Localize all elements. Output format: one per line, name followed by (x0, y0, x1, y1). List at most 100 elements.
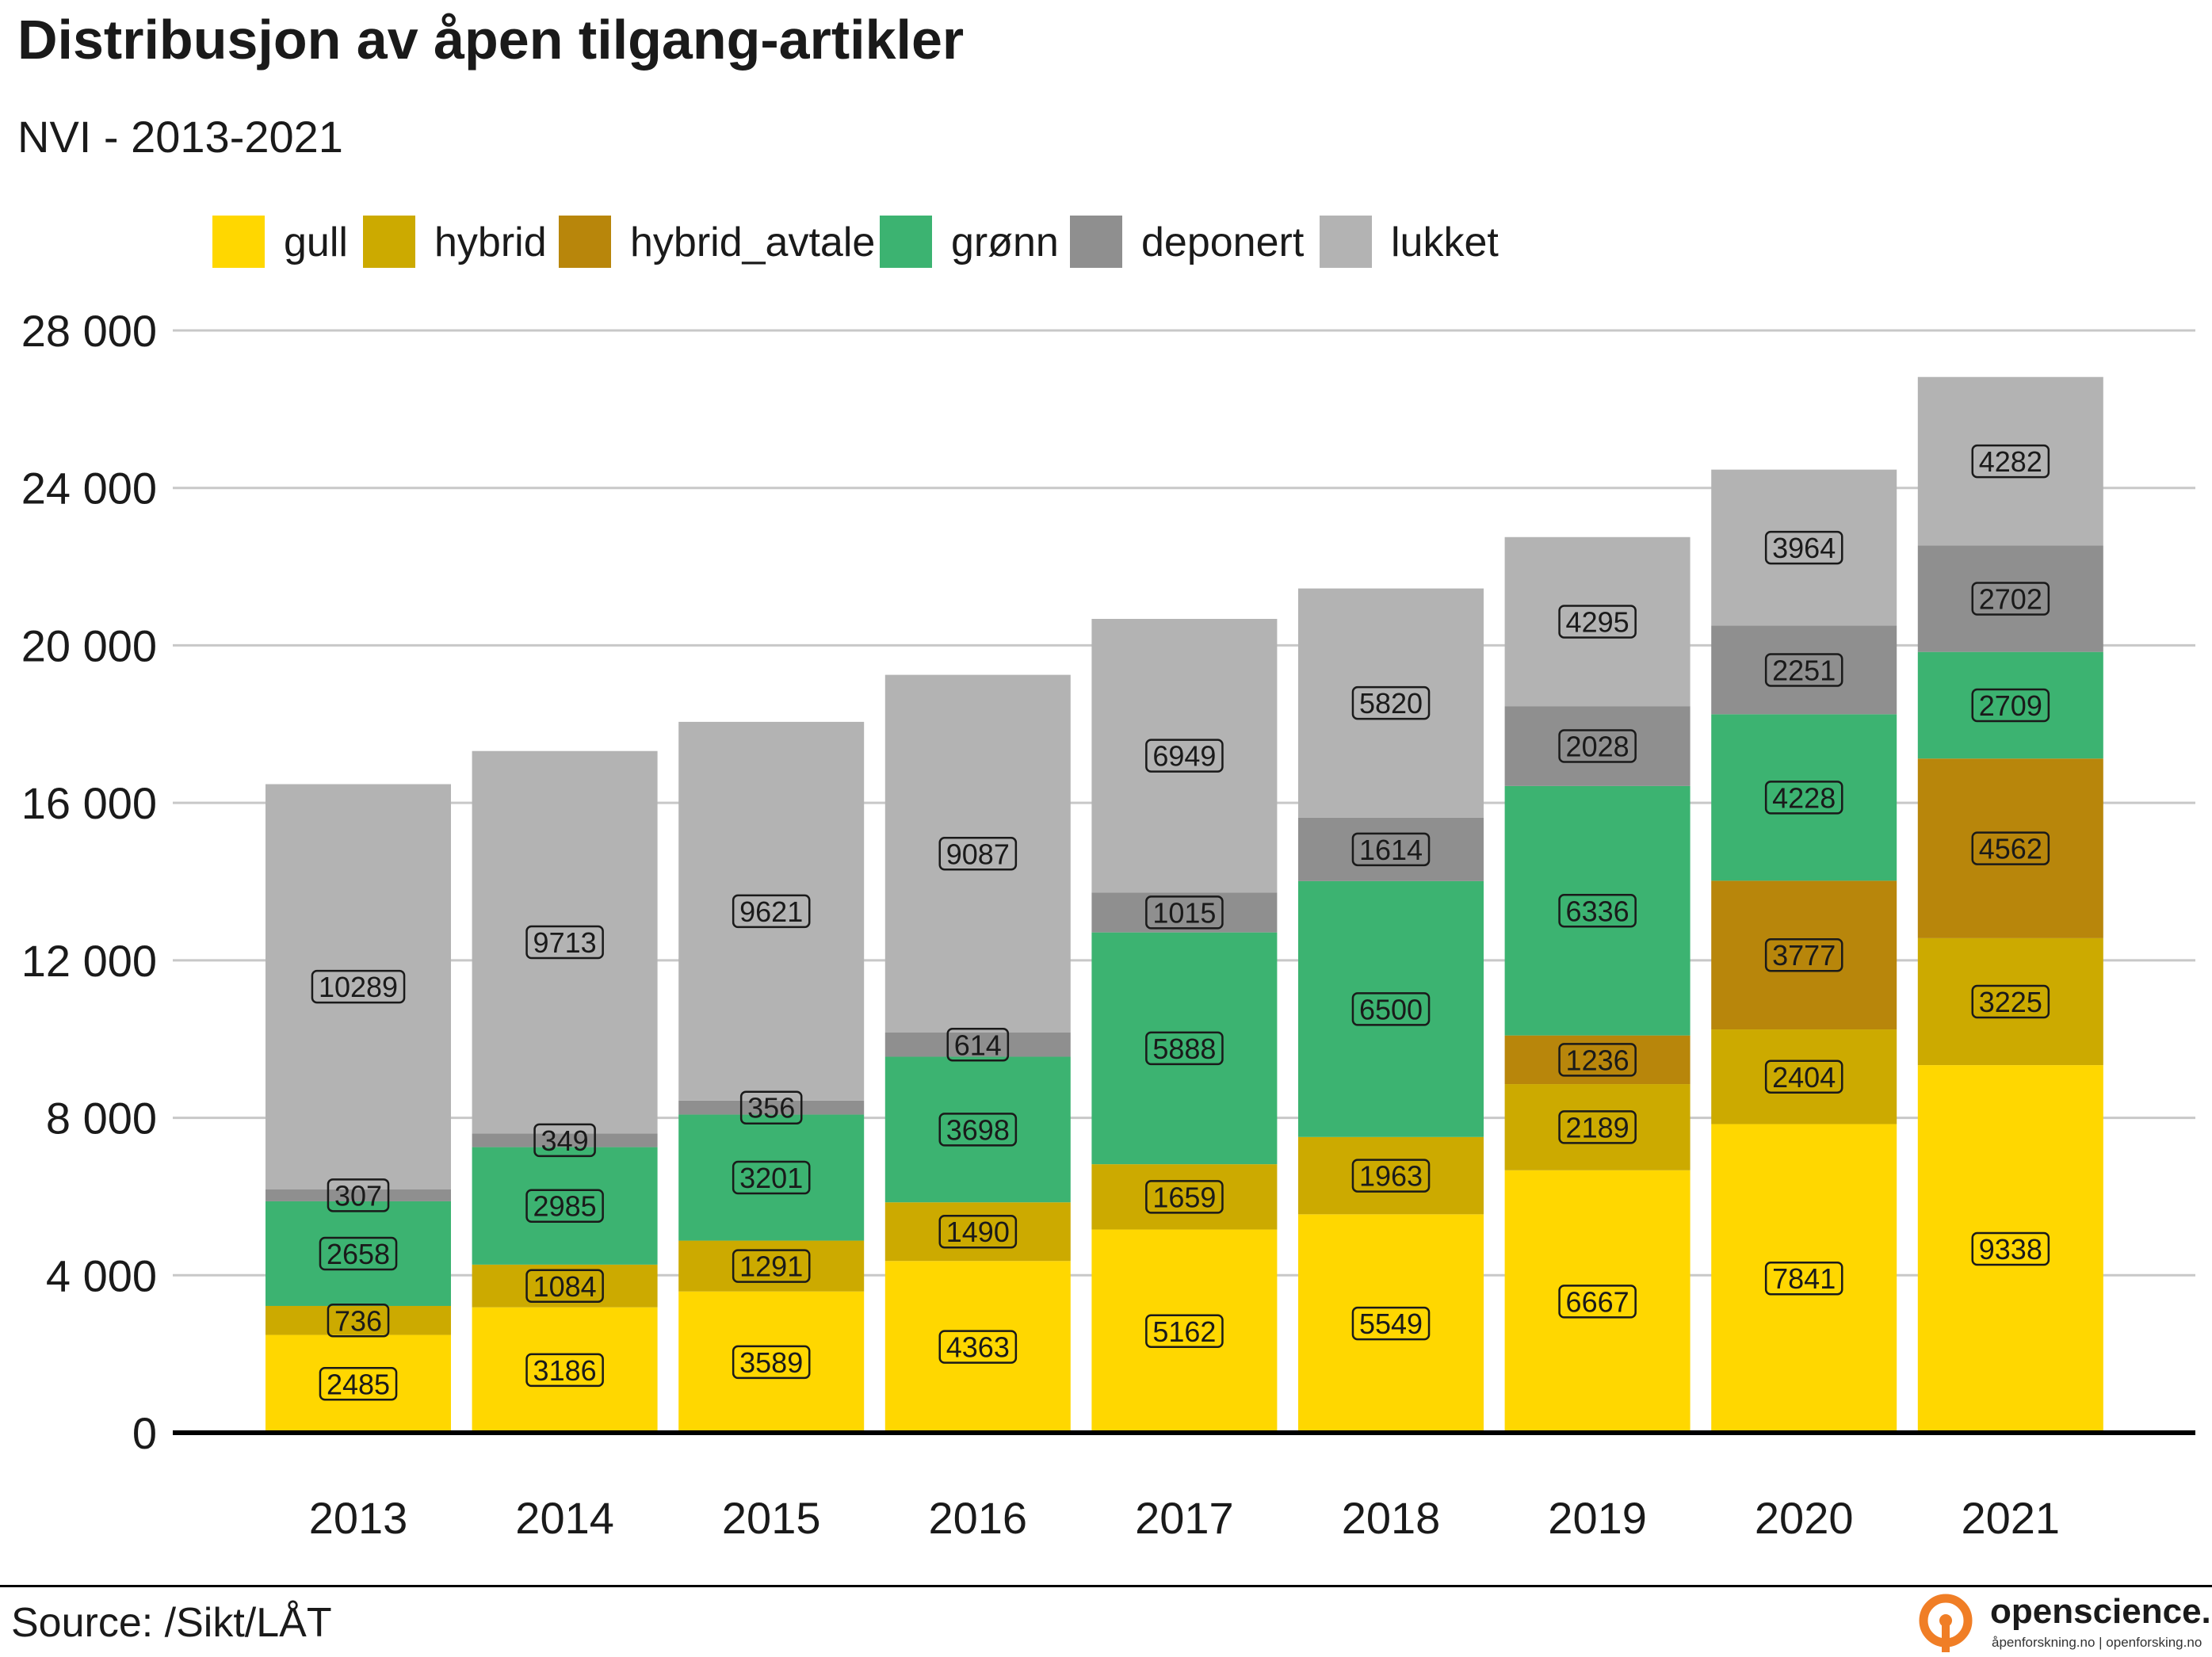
logo-name: openscience.no (1990, 1592, 2212, 1631)
data-label-box (938, 837, 1018, 871)
data-label-box (1764, 1261, 1843, 1296)
data-label: 6667 (1558, 1285, 1637, 1319)
data-label: 1015 (1145, 895, 1224, 930)
data-label: 2985 (525, 1189, 604, 1223)
data-label: 3589 (732, 1345, 811, 1380)
data-label-text: 5549 (1359, 1308, 1423, 1340)
data-label-text: 3777 (1772, 939, 1836, 972)
data-label-text: 9713 (533, 926, 597, 959)
bar-segment-grønn-2019 (1504, 785, 1691, 1036)
data-label-text: 2658 (327, 1238, 390, 1270)
opensciencelogo[interactable]: openscience.no åpenforskning.no | openfo… (1914, 1589, 2212, 1655)
data-label-box (319, 1236, 398, 1271)
legend-label-hybrid: hybrid (434, 220, 547, 265)
bar-segment-gull-2015 (678, 1291, 865, 1433)
data-label-text: 6336 (1566, 895, 1629, 927)
y-tick-label: 28 000 (21, 306, 157, 356)
data-label-text: 1015 (1152, 896, 1216, 929)
data-label: 4282 (1971, 444, 2050, 479)
bar-segment-grønn-2017 (1091, 932, 1278, 1165)
data-label-text: 1236 (1566, 1044, 1629, 1076)
data-label-text: 1291 (739, 1250, 803, 1283)
data-label: 7841 (1764, 1261, 1843, 1296)
legend-swatch-deponert (1070, 216, 1122, 268)
data-label-text: 2404 (1772, 1061, 1836, 1094)
bar-segment-deponert-2020 (1711, 625, 1897, 715)
data-label-box (1558, 1110, 1637, 1144)
data-label-box (1764, 937, 1843, 972)
data-label-box (1351, 1306, 1431, 1341)
bar-segment-hybrid-2019 (1504, 1084, 1691, 1170)
data-label-text: 2985 (533, 1190, 597, 1223)
data-label-box (1558, 1285, 1637, 1319)
data-label: 2702 (1971, 582, 2050, 616)
bars (266, 376, 2103, 1433)
data-label: 1236 (1558, 1043, 1637, 1077)
legend: gull hybrid hybrid_avtale grønn deponert lukk… (212, 216, 1499, 268)
data-label-box (1764, 653, 1843, 687)
data-label: 2404 (1764, 1059, 1843, 1094)
bar-segment-gull-2014 (472, 1307, 658, 1433)
x-tick-label: 2017 (1135, 1493, 1234, 1543)
data-label-text: 3964 (1772, 532, 1836, 564)
bar-segment-hybrid-2017 (1091, 1164, 1278, 1230)
data-label: 736 (327, 1304, 390, 1338)
data-label-box (525, 925, 604, 960)
data-label-box (938, 1113, 1018, 1147)
data-label-text: 6667 (1566, 1285, 1629, 1318)
data-label-box (327, 1304, 390, 1338)
data-label: 3698 (938, 1113, 1018, 1147)
bar-segment-grønn-2015 (678, 1114, 865, 1241)
bar-segment-hybrid-2018 (1298, 1136, 1484, 1215)
data-label: 2251 (1764, 653, 1843, 687)
bar-segment-lukket-2018 (1298, 588, 1484, 818)
bar-segment-grønn-2014 (472, 1147, 658, 1265)
legend-swatch-grønn (880, 216, 932, 268)
bar-segment-grønn-2021 (1917, 651, 2103, 759)
data-label: 5820 (1351, 685, 1431, 720)
data-label-box (1971, 582, 2050, 616)
bar-segment-grønn-2018 (1298, 880, 1484, 1137)
data-label-text: 736 (334, 1304, 382, 1337)
legend-swatch-hybrid (363, 216, 415, 268)
bar-segment-deponert-2016 (884, 1033, 1071, 1057)
data-label-box (1971, 444, 2050, 479)
legend-swatch-lukket (1320, 216, 1372, 268)
data-label-box (1764, 1059, 1843, 1094)
data-label-text: 349 (541, 1124, 589, 1157)
data-label-box (938, 1214, 1018, 1249)
data-label: 1963 (1351, 1159, 1431, 1193)
data-label-box (525, 1353, 604, 1388)
data-label-box (1351, 1159, 1431, 1193)
bar-segment-grønn-2013 (266, 1201, 451, 1306)
data-label-box (1145, 895, 1224, 930)
y-tick-label: 20 000 (21, 620, 157, 670)
y-axis-ticks: 0 4 000 8 000 12 000 16 000 20 000 24 000 28 00… (21, 306, 157, 1458)
data-label-text: 5162 (1152, 1315, 1216, 1348)
data-label: 3186 (525, 1353, 604, 1388)
data-label-box (732, 1345, 811, 1380)
data-label: 4562 (1971, 831, 2050, 865)
data-label: 2709 (1971, 688, 2050, 723)
legend-swatch-gull (212, 216, 265, 268)
data-label-box (1145, 1314, 1224, 1349)
bar-segment-gull-2017 (1091, 1229, 1278, 1433)
x-tick-label: 2013 (309, 1493, 408, 1543)
bar-segment-gull-2021 (1917, 1065, 2103, 1433)
data-label-text: 3589 (739, 1346, 803, 1379)
bar-segment-deponert-2013 (266, 1189, 451, 1201)
data-label-text: 356 (747, 1092, 795, 1124)
legend-label-gull: gull (284, 220, 348, 265)
data-label: 2189 (1558, 1110, 1637, 1144)
bar-segment-lukket-2015 (678, 721, 865, 1101)
data-label-box (1558, 729, 1637, 763)
x-axis-ticks: 2013 2014 2015 2016 2017 2018 2019 2020 2021 (309, 1493, 2060, 1543)
data-label: 4363 (938, 1330, 1018, 1364)
data-label: 6949 (1145, 739, 1224, 773)
data-label-text: 3186 (533, 1354, 597, 1387)
data-label-box (1558, 894, 1637, 928)
data-label-text: 7841 (1772, 1262, 1836, 1295)
data-label-text: 4562 (1979, 833, 2042, 865)
data-label-box (525, 1189, 604, 1223)
data-label: 3964 (1764, 530, 1843, 565)
